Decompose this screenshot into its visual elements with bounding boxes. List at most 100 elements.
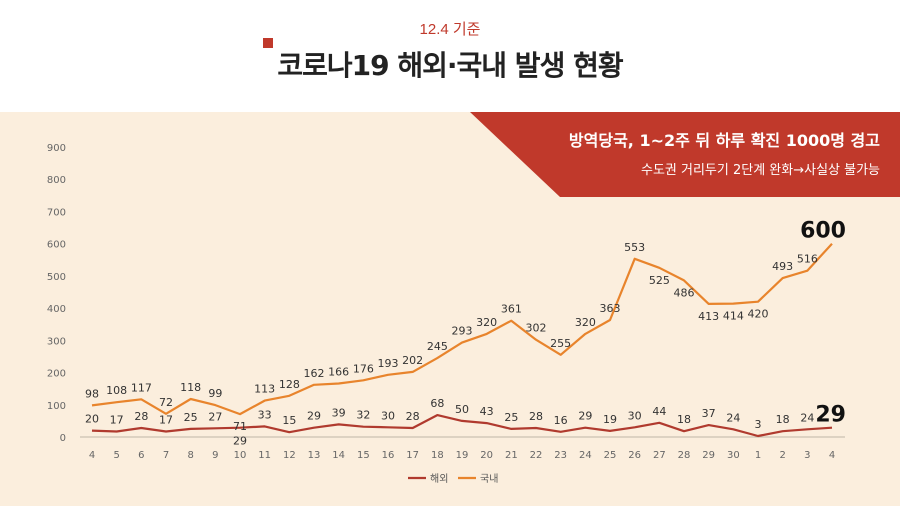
x-tick-label: 5	[113, 450, 119, 461]
data-label-overseas: 44	[652, 405, 666, 418]
data-label-overseas: 25	[504, 411, 518, 424]
data-label-overseas: 16	[554, 414, 568, 427]
x-tick-label: 6	[138, 450, 144, 461]
x-tick-label: 13	[308, 450, 321, 461]
data-label-overseas: 18	[776, 413, 790, 426]
x-tick-label: 2	[779, 450, 785, 461]
x-tick-label: 1	[755, 450, 761, 461]
y-tick-label: 300	[47, 336, 66, 347]
data-label-overseas: 39	[332, 406, 346, 419]
legend-label: 해외	[430, 472, 448, 485]
data-label-domestic: 420	[748, 308, 769, 321]
y-tick-label: 700	[47, 207, 66, 218]
data-label-overseas: 43	[480, 405, 494, 418]
data-label-domestic: 118	[180, 381, 201, 394]
x-tick-label: 24	[579, 450, 592, 461]
page-title: 코로나19 해외·국내 발생 현황	[277, 49, 623, 82]
data-label-overseas: 17	[110, 414, 124, 427]
data-label-domestic: 99	[208, 387, 222, 400]
data-label-domestic: 128	[279, 378, 300, 391]
x-tick-label: 17	[406, 450, 419, 461]
data-label-overseas: 17	[159, 414, 173, 427]
x-tick-label: 26	[628, 450, 641, 461]
x-tick-label: 27	[653, 450, 666, 461]
data-label-overseas: 27	[208, 410, 222, 423]
data-label-overseas: 29	[307, 410, 321, 423]
y-tick-label: 0	[60, 433, 66, 444]
x-tick-label: 4	[829, 450, 835, 461]
data-label-overseas: 37	[702, 407, 716, 420]
data-label-domestic: 414	[723, 310, 744, 323]
date-label: 12.4 기준	[419, 21, 481, 38]
data-label-domestic: 72	[159, 396, 173, 409]
data-label-domestic: 193	[378, 357, 399, 370]
data-label-overseas: 3	[755, 418, 762, 431]
x-tick-label: 21	[505, 450, 518, 461]
data-label-domestic: 98	[85, 387, 99, 400]
data-label-domestic: 166	[328, 366, 349, 379]
data-label-domestic: 176	[353, 362, 374, 375]
x-tick-label: 30	[727, 450, 740, 461]
data-label-domestic: 320	[476, 316, 497, 329]
banner-headline: 방역당국, 1~2주 뒤 하루 확진 1000명 경고	[569, 131, 880, 150]
x-tick-label: 12	[283, 450, 296, 461]
title-marker	[263, 38, 274, 48]
x-tick-label: 18	[431, 450, 444, 461]
data-label-overseas: 33	[258, 408, 272, 421]
data-label-overseas: 29	[578, 410, 592, 423]
data-label-domestic: 113	[254, 383, 275, 396]
data-label-overseas: 68	[430, 397, 444, 410]
x-tick-label: 25	[604, 450, 617, 461]
series-line-domestic	[91, 242, 833, 416]
data-label-overseas: 20	[85, 413, 99, 426]
x-tick-label: 8	[187, 450, 193, 461]
data-label-domestic: 293	[452, 325, 473, 338]
data-label-domestic: 117	[131, 381, 152, 394]
y-tick-label: 600	[47, 240, 66, 251]
data-label-overseas: 28	[406, 410, 420, 423]
data-label-overseas: 15	[282, 414, 296, 427]
x-tick-label: 11	[258, 450, 271, 461]
banner-background	[470, 112, 900, 197]
banner-subline: 수도권 거리두기 2단계 완화→사실상 불가능	[641, 163, 880, 178]
x-tick-label: 14	[332, 450, 345, 461]
x-tick-label: 10	[234, 450, 247, 461]
y-tick-label: 200	[47, 369, 66, 380]
x-tick-label: 22	[530, 450, 543, 461]
data-label-domestic: 486	[674, 286, 695, 299]
data-label-domestic: 493	[772, 260, 793, 273]
data-label-overseas: 24	[800, 411, 814, 424]
data-label-domestic: 525	[649, 274, 670, 287]
data-label-overseas: 29	[233, 435, 247, 448]
data-label-domestic: 108	[106, 384, 127, 397]
x-tick-label: 3	[804, 450, 810, 461]
x-tick-label: 20	[480, 450, 493, 461]
x-tick-label: 16	[382, 450, 395, 461]
data-label-overseas: 50	[455, 403, 469, 416]
data-label-domestic: 162	[304, 367, 325, 380]
data-label-domestic: 302	[526, 322, 547, 335]
x-tick-label: 19	[456, 450, 469, 461]
highlight-domestic-value: 600	[800, 219, 846, 244]
y-tick-label: 800	[47, 175, 66, 186]
data-label-domestic: 516	[797, 253, 818, 266]
x-tick-label: 23	[554, 450, 567, 461]
data-label-overseas: 19	[603, 413, 617, 426]
data-label-domestic: 255	[550, 337, 571, 350]
data-label-overseas: 24	[726, 411, 740, 424]
legend-label: 국내	[480, 473, 498, 485]
data-label-domestic: 320	[575, 316, 596, 329]
y-tick-label: 100	[47, 401, 66, 412]
data-label-overseas: 18	[677, 413, 691, 426]
x-tick-label: 4	[89, 450, 95, 461]
data-label-domestic: 413	[698, 310, 719, 323]
y-tick-label: 400	[47, 304, 66, 315]
data-label-overseas: 25	[184, 411, 198, 424]
series-line-overseas	[91, 414, 833, 438]
x-tick-label: 7	[163, 450, 169, 461]
data-label-overseas: 30	[628, 409, 642, 422]
data-label-overseas: 32	[356, 409, 370, 422]
header: 12.4 기준 코로나19 해외·국내 발생 현황	[0, 0, 900, 112]
data-label-domestic: 553	[624, 241, 645, 254]
x-tick-label: 28	[678, 450, 691, 461]
